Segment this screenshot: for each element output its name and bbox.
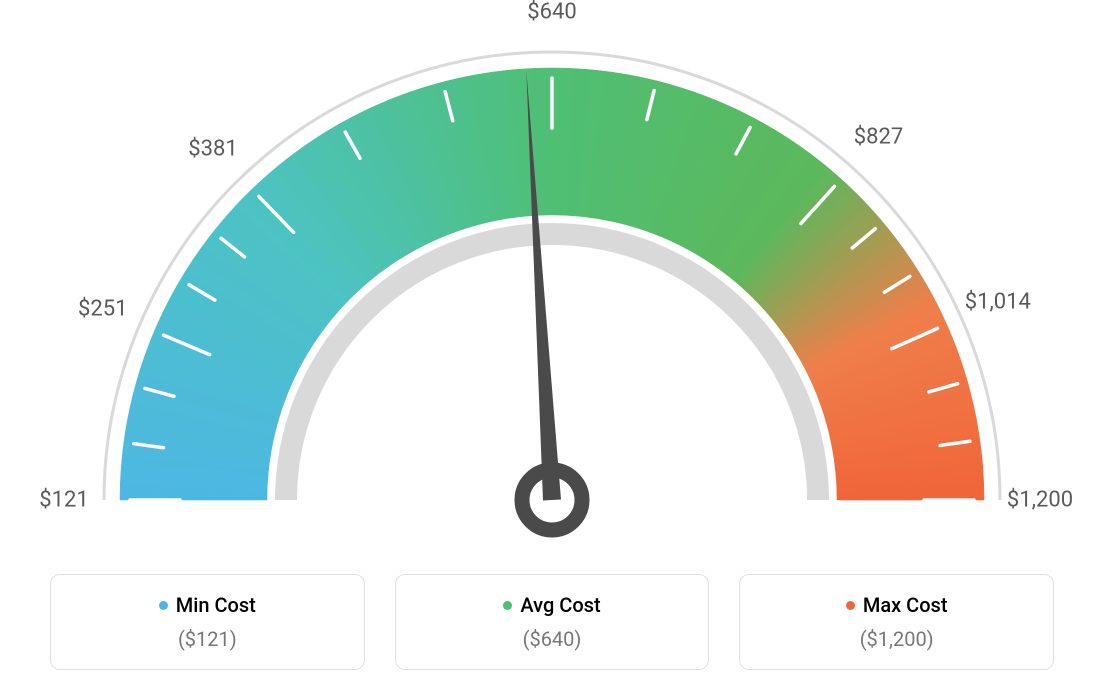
legend-value-max: ($1,200) (760, 627, 1033, 651)
gauge-tick-label: $827 (854, 125, 903, 150)
legend-title-min: Min Cost (159, 593, 256, 617)
gauge-tick-label: $251 (78, 297, 127, 322)
legend-card-avg: Avg Cost ($640) (395, 574, 710, 670)
gauge-tick-label: $640 (527, 0, 576, 25)
legend-title-avg: Avg Cost (503, 593, 600, 617)
gauge-svg (0, 0, 1104, 560)
gauge-tick-label: $1,014 (965, 289, 1031, 314)
legend-dot-max (846, 601, 855, 610)
legend-card-max: Max Cost ($1,200) (739, 574, 1054, 670)
legend-title-max: Max Cost (846, 593, 948, 617)
gauge-chart: $121 $251 $381 $640 $827 $1,014 $1,200 (0, 0, 1104, 560)
gauge-tick-label: $121 (39, 488, 88, 513)
legend-label-avg: Avg Cost (520, 593, 600, 617)
legend-dot-min (159, 601, 168, 610)
gauge-tick-label: $381 (188, 136, 237, 161)
legend-dot-avg (503, 601, 512, 610)
cost-gauge-container: $121 $251 $381 $640 $827 $1,014 $1,200 Min Cos… (0, 0, 1104, 690)
gauge-tick-label: $1,200 (1007, 488, 1073, 513)
legend-label-max: Max Cost (863, 593, 948, 617)
legend-label-min: Min Cost (176, 593, 256, 617)
legend-value-avg: ($640) (416, 627, 689, 651)
legend-row: Min Cost ($121) Avg Cost ($640) Max Cost… (50, 574, 1054, 670)
legend-value-min: ($121) (71, 627, 344, 651)
legend-card-min: Min Cost ($121) (50, 574, 365, 670)
